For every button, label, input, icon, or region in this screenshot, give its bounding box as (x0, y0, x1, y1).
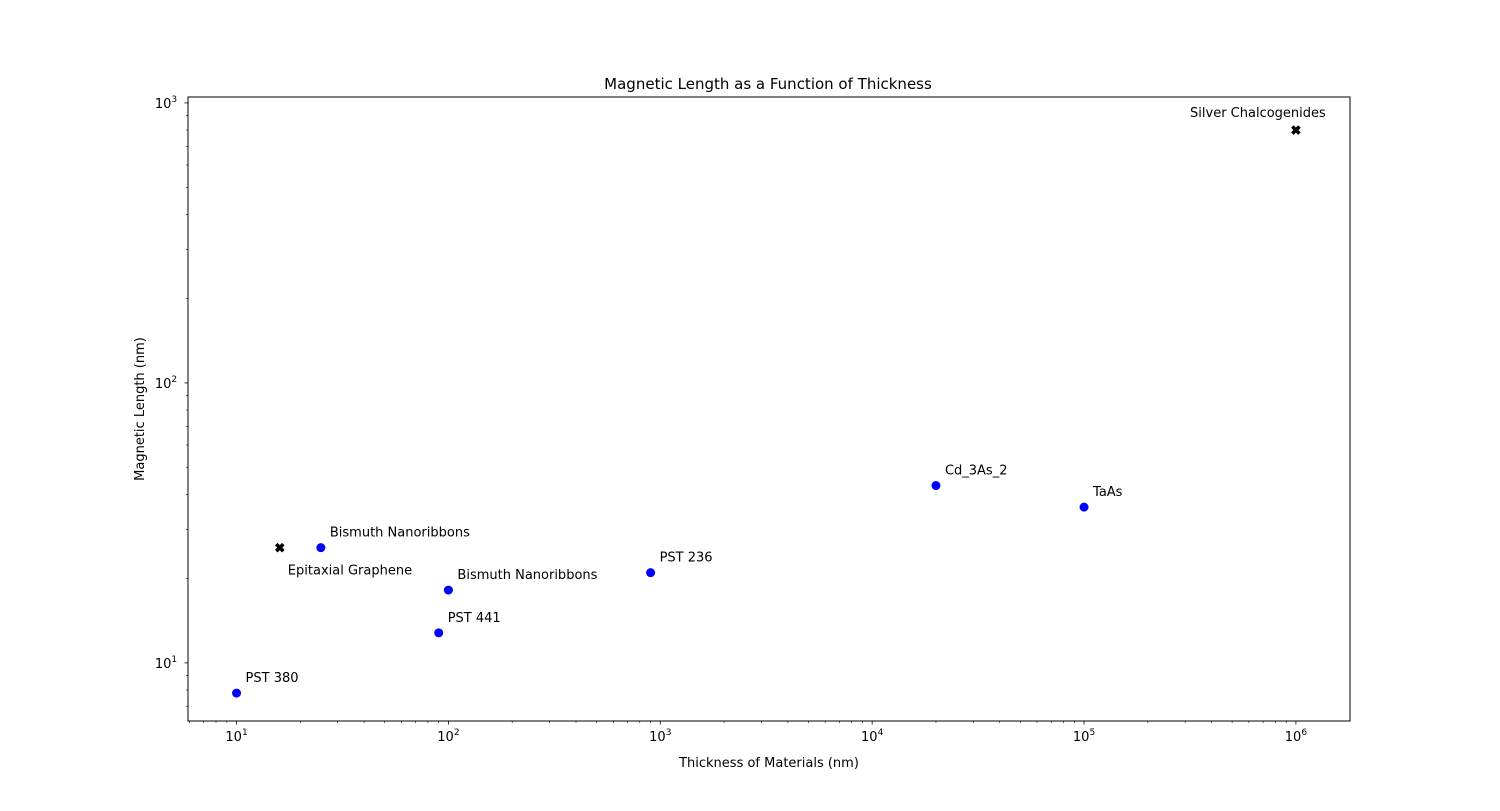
data-point (232, 688, 242, 698)
point-label: Silver Chalcogenides (1190, 106, 1326, 121)
data-point-cross (274, 542, 285, 553)
x-axis-ticks: 101 102 103 104 105 106 (189, 721, 1308, 745)
data-point (646, 568, 656, 578)
data-point-cross (1291, 125, 1301, 135)
x-tick-label: 101 (225, 728, 247, 745)
point-label: TaAs (1092, 485, 1123, 500)
data-point (1079, 502, 1089, 512)
point-label: Bismuth Nanoribbons (330, 526, 470, 541)
point-label: PST 441 (448, 611, 501, 626)
y-axis-label: Magnetic Length (nm) (133, 337, 148, 481)
point-label: Bismuth Nanoribbons (457, 568, 597, 583)
data-point (316, 543, 326, 553)
point-label: Cd_3As_2 (945, 464, 1008, 479)
data-point (931, 481, 941, 491)
point-label: PST 380 (246, 671, 299, 686)
chart-title: Magnetic Length as a Function of Thickne… (604, 75, 932, 93)
x-tick-label: 103 (649, 728, 671, 745)
y-tick-label: 103 (155, 95, 177, 112)
plot-area: PST 380 Bismuth Nanoribbons Epitaxial Grap… (232, 106, 1326, 698)
x-axis-label: Thickness of Materials (nm) (678, 756, 859, 771)
x-tick-label: 105 (1073, 728, 1095, 745)
y-axis-ticks: 101 102 103 (155, 95, 188, 707)
point-label: PST 236 (660, 551, 713, 566)
point-label: Epitaxial Graphene (288, 564, 412, 579)
y-tick-label: 102 (155, 375, 177, 392)
x-tick-label: 106 (1285, 728, 1308, 745)
data-point (434, 628, 444, 638)
x-tick-label: 104 (861, 728, 884, 745)
y-tick-label: 101 (155, 655, 177, 672)
x-tick-label: 102 (437, 728, 459, 745)
plot-frame (187, 96, 1351, 722)
data-point (443, 585, 453, 595)
